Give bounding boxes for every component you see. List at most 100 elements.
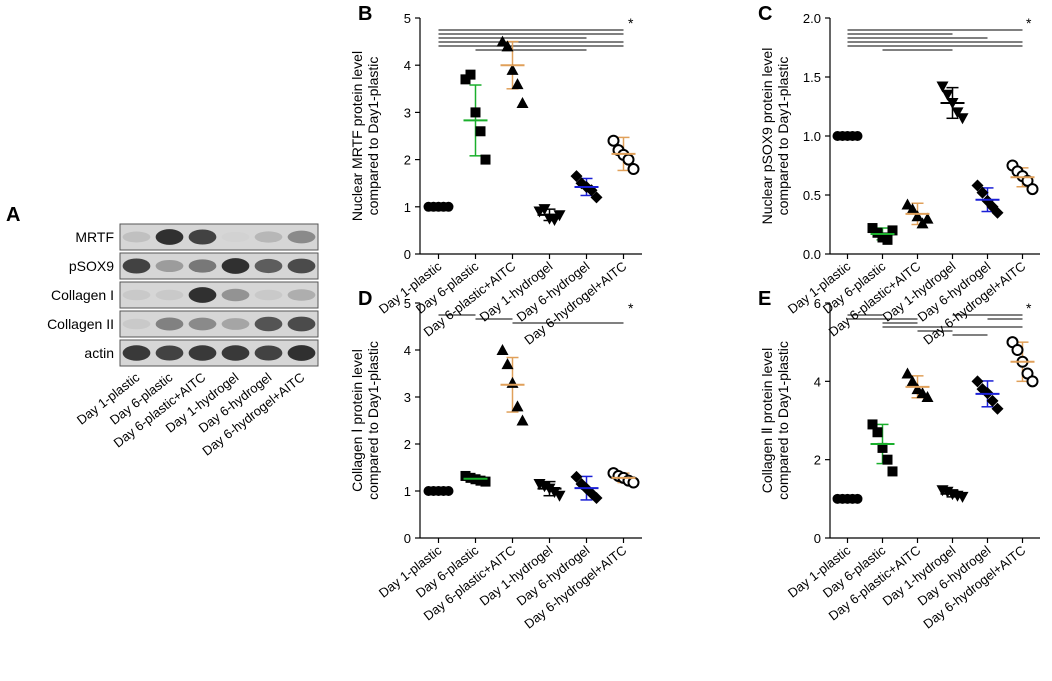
blot-row-0 — [119, 223, 319, 251]
data-point — [921, 391, 934, 402]
blot-band — [188, 229, 217, 245]
blot-band — [287, 258, 316, 274]
y-tick-label: 1.5 — [803, 70, 821, 85]
blot-band — [188, 345, 217, 361]
data-point — [511, 400, 524, 412]
panel-label: D — [358, 288, 372, 310]
y-tick-label: 1 — [404, 200, 411, 215]
data-point — [991, 206, 1004, 219]
y-tick-label: 4 — [814, 374, 821, 389]
data-point — [1026, 183, 1039, 196]
significance-star: * — [628, 15, 634, 31]
y-tick-label: 2.0 — [803, 11, 821, 26]
y-axis-label-line1: Nuclear pSOX9 protein level — [759, 48, 775, 225]
y-tick-label: 1 — [404, 484, 411, 499]
data-point — [496, 344, 509, 355]
significance-star: * — [628, 300, 634, 316]
blot-band — [221, 318, 250, 330]
y-tick-label: 1.0 — [803, 129, 821, 144]
data-point — [971, 375, 984, 388]
blot-band — [122, 345, 151, 361]
y-tick-label: 5 — [404, 11, 411, 26]
blot-row-1 — [119, 252, 319, 280]
blot-row-label: Collagen II — [47, 316, 114, 332]
y-tick-label: 6 — [814, 296, 821, 311]
data-point — [548, 215, 561, 227]
y-tick-label: 0 — [814, 531, 821, 546]
data-point — [627, 476, 640, 489]
data-point — [465, 69, 476, 80]
panel-label: E — [758, 288, 771, 310]
blot-band — [287, 230, 316, 244]
data-point — [480, 476, 491, 487]
y-axis-label-line2: compared to Day1-plastic — [365, 341, 381, 500]
panel-a-label: A — [6, 204, 20, 226]
data-point — [1011, 344, 1024, 356]
data-point — [956, 113, 969, 125]
y-tick-label: 2 — [404, 153, 411, 168]
blot-band — [155, 345, 184, 361]
blot-band — [254, 258, 283, 274]
y-tick-label: 0.0 — [803, 247, 821, 262]
data-point — [570, 170, 583, 183]
blot-band — [287, 316, 316, 332]
blot-band — [188, 259, 217, 273]
data-point — [976, 186, 989, 199]
y-axis-label-line2: compared to Day1-plastic — [775, 57, 791, 216]
y-tick-label: 3 — [404, 105, 411, 120]
data-point — [877, 442, 888, 453]
data-point — [986, 394, 999, 407]
blot-band — [122, 318, 151, 330]
blot-band — [287, 289, 316, 301]
blot-band — [122, 231, 151, 243]
data-point — [951, 107, 964, 119]
data-point — [882, 454, 893, 465]
blot-row-2 — [119, 281, 319, 309]
blot-band — [221, 231, 250, 243]
blot-band — [122, 289, 151, 301]
data-point — [475, 126, 486, 137]
y-axis-label-line2: compared to Day1-plastic — [365, 57, 381, 216]
y-tick-label: 0.5 — [803, 188, 821, 203]
y-tick-label: 0 — [404, 247, 411, 262]
y-tick-label: 4 — [404, 343, 411, 358]
blot-band — [254, 316, 283, 332]
data-point — [971, 179, 984, 192]
data-point — [470, 107, 481, 118]
y-tick-label: 4 — [404, 58, 411, 73]
data-point — [607, 134, 620, 147]
blot-row-label: pSOX9 — [69, 258, 114, 274]
y-axis-label-line1: Collagen Ⅱ protein level — [759, 348, 775, 493]
data-point — [941, 89, 954, 101]
blot-band — [188, 317, 217, 331]
y-tick-label: 5 — [404, 296, 411, 311]
blot-band — [221, 288, 250, 302]
data-point — [590, 191, 603, 204]
blot-band — [155, 229, 184, 245]
data-point — [906, 203, 919, 215]
data-point — [867, 419, 878, 430]
blot-band — [287, 345, 316, 361]
y-axis-label-line1: Nuclear MRTF protein level — [349, 51, 365, 221]
blot-row-label: MRTF — [75, 229, 114, 245]
data-point — [887, 466, 898, 477]
data-point — [906, 375, 919, 387]
blot-band — [221, 345, 250, 361]
data-point — [590, 492, 603, 505]
y-tick-label: 2 — [404, 437, 411, 452]
significance-star: * — [1026, 300, 1032, 316]
data-point — [501, 40, 514, 52]
data-point — [901, 367, 914, 379]
y-axis-label-line2: compared to Day1-plastic — [775, 341, 791, 500]
data-point — [901, 198, 914, 210]
blot-row-label: Collagen I — [51, 287, 114, 303]
blot-row-4 — [119, 339, 319, 367]
data-point — [882, 234, 893, 245]
data-point — [511, 78, 524, 90]
data-point — [921, 212, 934, 224]
